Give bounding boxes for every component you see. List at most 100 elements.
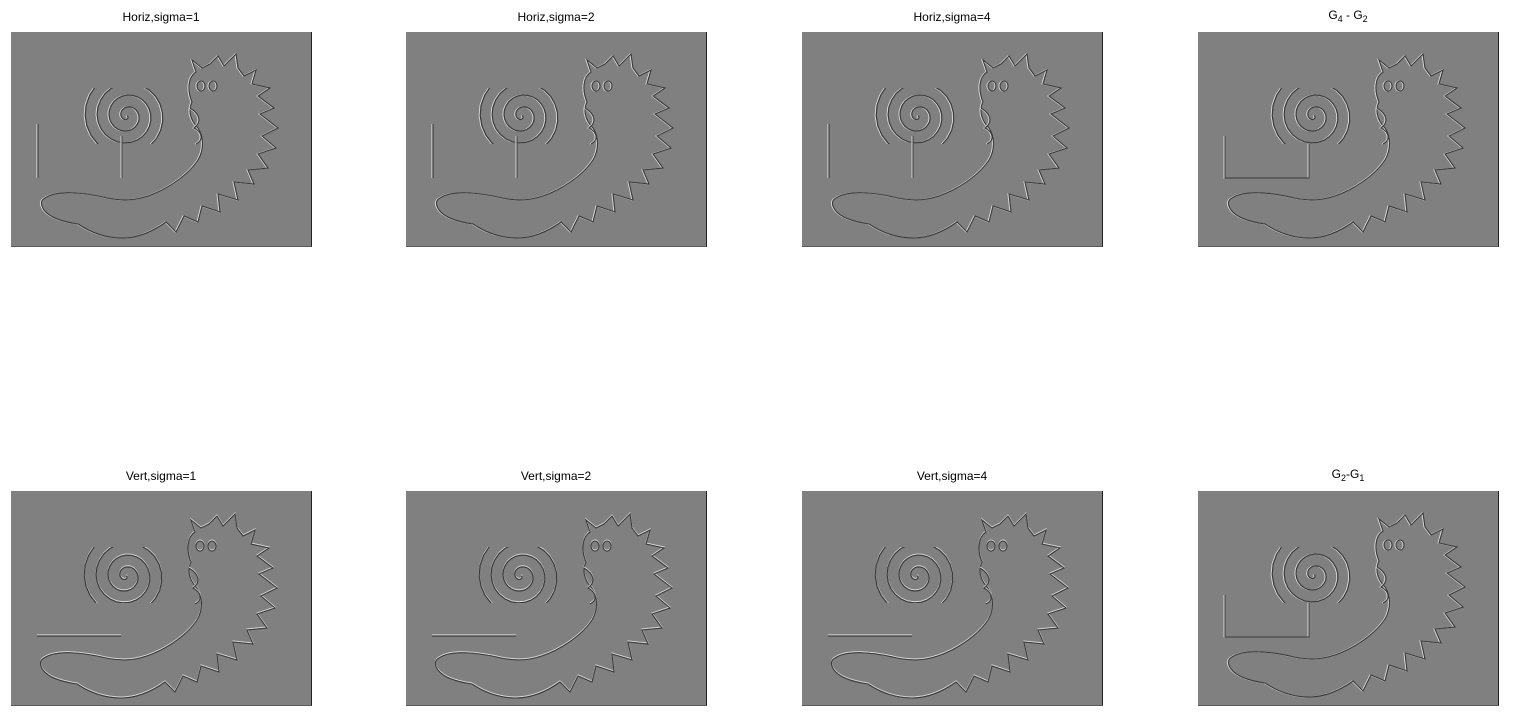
edge-dark [83,547,163,603]
edge-map-drawing [36,52,280,239]
edge-light [583,107,596,145]
edge-light [83,547,163,603]
spiral-pattern [1270,88,1351,144]
title-sub-b: 1 [1359,473,1365,483]
edge-light [830,511,1070,698]
edge-dark [1376,566,1389,604]
panel-title: Horiz,sigma=1 [122,10,200,24]
edge-light [1223,595,1309,638]
edge-light [1270,88,1350,144]
eye-shadow [590,540,600,552]
edge-dark [434,512,674,699]
edge-light [188,107,201,145]
edge-dark [1227,52,1467,239]
eye-shadow [603,80,613,92]
eye-shadow [207,540,217,552]
eye-shadow [196,80,206,92]
title-sub-b: 2 [1362,14,1368,24]
edge-dark [979,567,992,605]
edge-light [830,52,1070,239]
edge-light [1223,136,1309,179]
panel-title: Vert,sigma=2 [520,469,592,483]
edge-dark [84,88,164,144]
eye-shadow [195,540,205,552]
filtered-image [406,32,707,247]
edge-dark [1271,547,1351,603]
eye-shadow [986,540,996,552]
edge-dark [874,547,954,603]
eye-shadow [1395,80,1405,92]
edge-dark [583,567,596,605]
edge-dark [40,52,280,239]
edge-light [1375,566,1388,604]
spiral-pattern [874,88,955,144]
edge-dark [831,52,1071,239]
edge-dark [830,512,1070,699]
edge-map-drawing [432,511,674,699]
caterpillar-outline [1226,52,1467,239]
filtered-image [406,491,707,706]
caterpillar-outline [1226,511,1467,698]
edge-light [1226,511,1466,698]
spiral-pattern [83,88,164,144]
edge-light [874,88,954,144]
edge-dark [1227,511,1467,698]
edge-light [1226,52,1466,239]
eye-shadow [987,80,997,92]
caterpillar-outline [39,52,280,239]
title-sub-a: 2 [1340,473,1346,483]
spiral-pattern [874,547,954,603]
edge-dark [1224,136,1310,179]
edge-light [39,52,279,239]
spiral-pattern [478,547,558,603]
edge-dark [1224,595,1310,638]
caterpillar-outline [434,511,674,699]
edge-map-drawing [1223,511,1467,698]
edge-light [1270,547,1350,603]
edge-dark [875,88,955,144]
panel-title: G2-G1 [1198,467,1498,483]
edge-light [478,547,558,603]
edge-light [478,88,558,144]
edge-dark [980,107,993,145]
edge-light [1375,107,1388,145]
edge-light [434,52,674,239]
title-g: G [1328,8,1338,22]
edge-map-drawing [1223,52,1467,239]
eye-shadow [1395,539,1405,551]
title-mid: - G [1342,8,1363,22]
panel-title: Vert,sigma=1 [125,469,197,483]
spiral-pattern [83,547,163,603]
filtered-image [802,32,1103,247]
edge-light [979,107,992,145]
spiral-pattern [1270,547,1351,603]
edge-light [39,511,279,698]
filtered-image [11,491,312,706]
filtered-image [1198,491,1499,706]
caterpillar-outline [830,52,1071,239]
caterpillar-outline [434,52,675,239]
edge-dark [478,547,558,603]
title-sub-a: 4 [1337,14,1343,24]
filtered-image [802,491,1103,706]
filtered-image [11,32,312,247]
panel-title: Horiz,sigma=2 [517,10,595,24]
edge-dark [39,512,279,699]
panel-title: Vert,sigma=4 [916,469,988,483]
title-g: G [1331,467,1341,481]
edge-dark [584,107,597,145]
edge-dark [1271,88,1351,144]
caterpillar-outline [830,511,1070,699]
edge-dark [189,107,202,145]
eye-shadow [602,540,612,552]
edge-dark [479,88,559,144]
caterpillar-outline [39,511,279,699]
edge-dark [1376,107,1389,145]
eye-shadow [208,80,218,92]
eye-shadow [999,80,1009,92]
panel-title: G4 - G2 [1198,8,1498,24]
edge-map-drawing [828,511,1070,699]
edge-light [83,88,163,144]
eye-shadow [591,80,601,92]
